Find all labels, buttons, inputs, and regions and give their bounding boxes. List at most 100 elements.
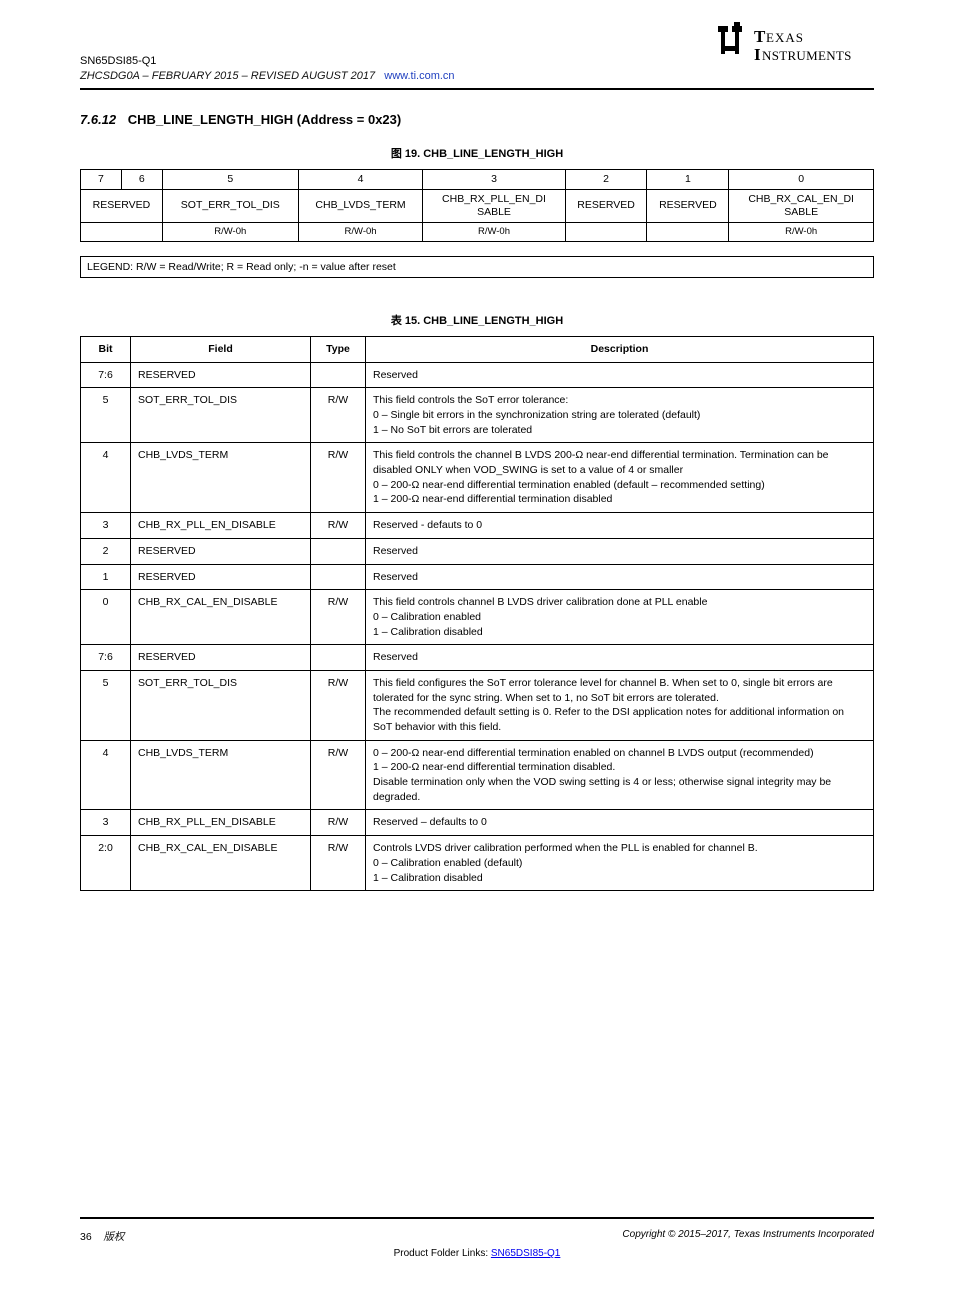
cell-desc: Reserved - defauts to 0 <box>366 513 874 539</box>
cell-type: R/W <box>311 810 366 836</box>
cell-bit: 2 <box>81 538 131 564</box>
cell-field: CHB_RX_CAL_EN_DISABLE <box>131 836 311 891</box>
reg-rw <box>565 223 647 242</box>
field-description-table: Bit Field Type Description 7:6RESERVEDRe… <box>80 336 874 891</box>
cell-bit: 5 <box>81 670 131 740</box>
footer-product-link[interactable]: SN65DSI85-Q1 <box>491 1248 560 1259</box>
reg-bit-row: 7 6 5 4 3 2 1 0 <box>81 169 874 189</box>
reg-field: CHB_RX_PLL_EN_DI SABLE <box>423 189 565 222</box>
cell-desc: Reserved <box>366 538 874 564</box>
cell-type <box>311 538 366 564</box>
table-row: 4CHB_LVDS_TERMR/W0 – 200-Ω near-end diff… <box>81 740 874 810</box>
reg-bit: 2 <box>565 169 647 189</box>
reg-bit: 0 <box>729 169 874 189</box>
footer-link-row: Product Folder Links: SN65DSI85-Q1 <box>80 1248 874 1259</box>
cell-bit: 3 <box>81 810 131 836</box>
cell-type <box>311 362 366 388</box>
section-number: 7.6.12 <box>80 112 116 127</box>
table-row: 5SOT_ERR_TOL_DISR/WThis field controls t… <box>81 388 874 443</box>
cell-desc: Reserved <box>366 362 874 388</box>
reg-field: RESERVED <box>647 189 729 222</box>
reg-field: SOT_ERR_TOL_DIS <box>162 189 298 222</box>
cell-desc: Reserved <box>366 564 874 590</box>
reg-rw: R/W-0h <box>423 223 565 242</box>
col-bit: Bit <box>81 336 131 362</box>
figure-label: 图 19. CHB_LINE_LENGTH_HIGH <box>80 145 874 161</box>
cell-bit: 0 <box>81 590 131 645</box>
cell-field: RESERVED <box>131 645 311 671</box>
product-id: SN65DSI85-Q1 <box>80 55 156 67</box>
product-link[interactable]: www.ti.com.cn <box>384 70 454 82</box>
table-row: 0CHB_RX_CAL_EN_DISABLER/WThis field cont… <box>81 590 874 645</box>
reg-bit: 5 <box>162 169 298 189</box>
header-left: SN65DSI85-Q1 ZHCSDG0A – FEBRUARY 2015 – … <box>80 20 455 84</box>
cell-field: RESERVED <box>131 538 311 564</box>
cell-type: R/W <box>311 740 366 810</box>
reg-name-row: RESERVED SOT_ERR_TOL_DIS CHB_LVDS_TERM C… <box>81 189 874 222</box>
cell-bit: 4 <box>81 443 131 513</box>
cell-bit: 1 <box>81 564 131 590</box>
reg-field: CHB_RX_CAL_EN_DI SABLE <box>729 189 874 222</box>
cell-field: RESERVED <box>131 362 311 388</box>
cell-type <box>311 564 366 590</box>
cell-bit: 2:0 <box>81 836 131 891</box>
table-row: 2:0CHB_RX_CAL_EN_DISABLER/WControls LVDS… <box>81 836 874 891</box>
cell-field: SOT_ERR_TOL_DIS <box>131 670 311 740</box>
texas-instruments-icon: T EXAS I NSTRUMENTS <box>712 22 872 68</box>
page-number: 36 <box>80 1231 92 1243</box>
reg-bit: 6 <box>121 169 162 189</box>
section-heading: 7.6.12 CHB_LINE_LENGTH_HIGH (Address = 0… <box>80 112 874 127</box>
table-row: 5SOT_ERR_TOL_DISR/WThis field configures… <box>81 670 874 740</box>
reg-rw: R/W-0h <box>298 223 423 242</box>
page-footer: 36 版权 Copyright © 2015–2017, Texas Instr… <box>80 1229 874 1244</box>
table-row: 7:6RESERVEDReserved <box>81 645 874 671</box>
cell-field: CHB_RX_PLL_EN_DISABLE <box>131 513 311 539</box>
cell-type: R/W <box>311 836 366 891</box>
cell-field: SOT_ERR_TOL_DIS <box>131 388 311 443</box>
cell-type: R/W <box>311 590 366 645</box>
footer-copyright: Copyright © 2015–2017, Texas Instruments… <box>622 1229 874 1244</box>
cell-type: R/W <box>311 388 366 443</box>
cell-bit: 7:6 <box>81 645 131 671</box>
cell-desc: 0 – 200-Ω near-end differential terminat… <box>366 740 874 810</box>
reg-rw: R/W-0h <box>729 223 874 242</box>
cell-desc: This field controls channel B LVDS drive… <box>366 590 874 645</box>
table-row: 3CHB_RX_PLL_EN_DISABLER/WReserved - defa… <box>81 513 874 539</box>
table-row: 7:6RESERVEDReserved <box>81 362 874 388</box>
footer-rule <box>80 1217 874 1219</box>
table-row: 2RESERVED Reserved <box>81 538 874 564</box>
reg-field: RESERVED <box>565 189 647 222</box>
col-desc: Description <box>366 336 874 362</box>
header-rule <box>80 88 874 90</box>
footer-link-label: Product Folder Links: <box>394 1248 489 1259</box>
cell-type: R/W <box>311 513 366 539</box>
cell-desc: Controls LVDS driver calibration perform… <box>366 836 874 891</box>
reg-field: RESERVED <box>81 189 163 222</box>
reg-rw <box>81 223 163 242</box>
cell-field: CHB_RX_PLL_EN_DISABLE <box>131 810 311 836</box>
cell-type <box>311 645 366 671</box>
svg-text:EXAS: EXAS <box>766 30 804 45</box>
legend-text: LEGEND: R/W = Read/Write; R = Read only;… <box>81 256 874 277</box>
register-bitfield-table: 7 6 5 4 3 2 1 0 RESERVED SOT_ERR_TOL_DIS… <box>80 169 874 242</box>
cell-field: CHB_RX_CAL_EN_DISABLE <box>131 590 311 645</box>
reg-bit: 3 <box>423 169 565 189</box>
cell-type: R/W <box>311 443 366 513</box>
table-label: 表 15. CHB_LINE_LENGTH_HIGH <box>80 312 874 328</box>
reg-rw: R/W-0h <box>162 223 298 242</box>
cell-field: CHB_LVDS_TERM <box>131 740 311 810</box>
cell-desc: This field configures the SoT error tole… <box>366 670 874 740</box>
footer-feedback: 版权 <box>103 1231 124 1243</box>
table-row: 4CHB_LVDS_TERMR/WThis field controls the… <box>81 443 874 513</box>
cell-bit: 4 <box>81 740 131 810</box>
col-type: Type <box>311 336 366 362</box>
reg-bit: 4 <box>298 169 423 189</box>
reg-rw <box>647 223 729 242</box>
col-field: Field <box>131 336 311 362</box>
section-title: CHB_LINE_LENGTH_HIGH (Address = 0x23) <box>128 112 401 127</box>
cell-bit: 3 <box>81 513 131 539</box>
reg-bit: 1 <box>647 169 729 189</box>
cell-desc: This field controls the channel B LVDS 2… <box>366 443 874 513</box>
cell-desc: Reserved – defaults to 0 <box>366 810 874 836</box>
page-header: SN65DSI85-Q1 ZHCSDG0A – FEBRUARY 2015 – … <box>80 20 874 84</box>
